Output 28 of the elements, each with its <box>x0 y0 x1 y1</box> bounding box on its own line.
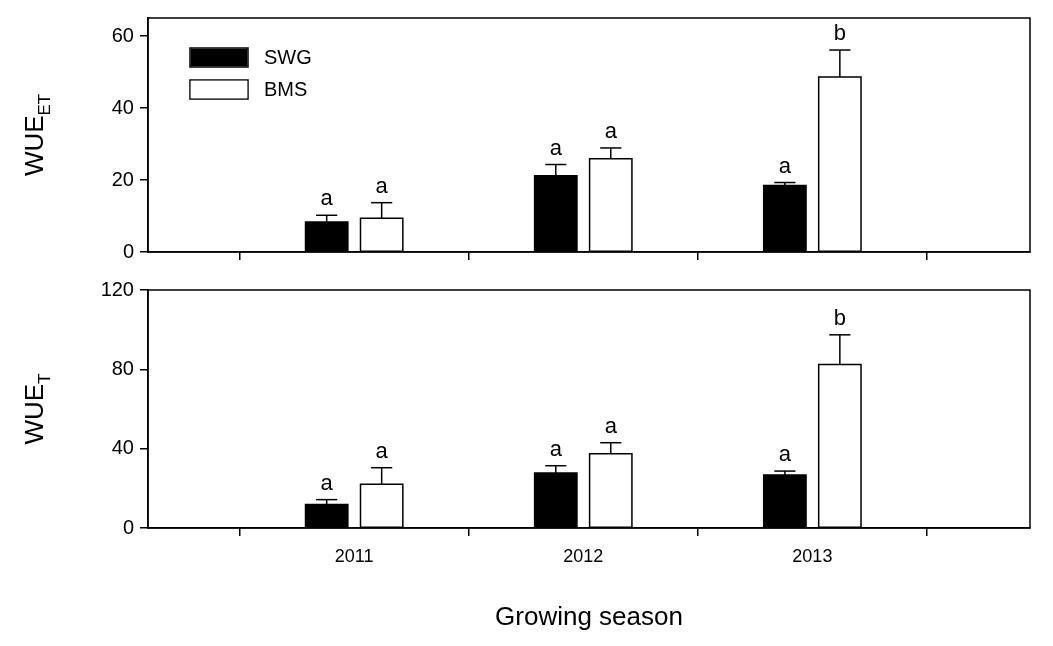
y-tick-label: 40 <box>111 436 134 459</box>
y-tick-label: 80 <box>111 356 134 379</box>
annotation: a <box>778 441 792 467</box>
annotation: a <box>549 134 563 160</box>
y-axis-title: WUET <box>19 373 54 445</box>
y-tick-label: 0 <box>122 515 134 538</box>
y-tick-label: 20 <box>111 167 134 190</box>
annotation: b <box>833 20 846 46</box>
x-axis-title: Growing season <box>495 601 683 632</box>
x-tick-label: 2011 <box>334 545 374 566</box>
annotation: b <box>833 304 846 330</box>
annotation: a <box>320 469 334 495</box>
y-tick-label: 40 <box>111 95 134 118</box>
y-tick-label: 120 <box>100 277 134 300</box>
y-tick-label: 60 <box>111 23 134 46</box>
legend-label: BMS <box>264 77 308 100</box>
y-tick-label: 0 <box>122 239 134 262</box>
annotation: a <box>375 437 389 463</box>
y-axis-title: WUEET <box>19 93 54 177</box>
annotation: a <box>604 412 618 438</box>
annotation: a <box>320 185 334 211</box>
annotation: a <box>778 152 792 178</box>
x-tick-label: 2012 <box>563 545 604 566</box>
legend-label: SWG <box>264 45 312 68</box>
annotation: a <box>549 435 563 461</box>
annotation: a <box>604 118 618 144</box>
x-tick-label: 2013 <box>792 545 833 566</box>
annotation: a <box>375 172 389 198</box>
